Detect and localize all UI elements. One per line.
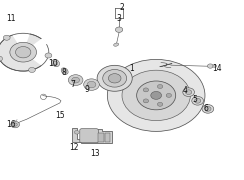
Text: 6: 6 [204,104,209,113]
Circle shape [87,81,96,88]
Circle shape [0,33,49,71]
Circle shape [72,77,80,83]
Ellipse shape [63,69,67,73]
Text: 10: 10 [48,59,58,68]
Text: 3: 3 [116,14,121,23]
Circle shape [194,98,201,103]
Wedge shape [12,32,30,52]
Text: 9: 9 [85,85,90,94]
Circle shape [205,107,211,111]
Circle shape [13,123,17,126]
Circle shape [151,91,162,99]
Circle shape [183,88,194,96]
Text: 16: 16 [6,120,16,129]
Polygon shape [72,128,84,142]
Ellipse shape [114,43,119,46]
Circle shape [97,65,132,91]
Text: 14: 14 [212,64,222,73]
Text: 13: 13 [90,149,100,158]
Circle shape [166,93,172,97]
Circle shape [108,74,121,83]
Text: 2: 2 [120,3,124,12]
Ellipse shape [61,68,68,74]
Text: 5: 5 [193,95,198,104]
Circle shape [122,70,190,121]
Circle shape [202,105,214,113]
Circle shape [143,99,149,103]
Circle shape [157,102,163,106]
Circle shape [213,65,217,68]
Text: 15: 15 [56,111,65,120]
Bar [105,133,110,142]
Circle shape [3,35,10,40]
FancyBboxPatch shape [80,129,98,143]
Text: 7: 7 [71,80,76,89]
Text: 12: 12 [70,143,79,152]
Polygon shape [81,129,112,143]
Circle shape [207,64,213,68]
Circle shape [137,81,176,110]
Circle shape [103,69,127,87]
Bar [98,133,104,142]
Circle shape [107,59,205,131]
Circle shape [143,88,149,92]
Ellipse shape [52,59,60,67]
Text: 8: 8 [61,68,66,77]
Circle shape [84,79,99,90]
Wedge shape [23,38,50,66]
Text: 1: 1 [129,64,134,73]
Circle shape [29,68,35,73]
Circle shape [16,47,31,58]
Ellipse shape [54,61,58,65]
Circle shape [115,27,123,32]
Circle shape [192,96,203,105]
Circle shape [11,121,20,128]
Circle shape [45,53,52,58]
Circle shape [0,56,2,61]
Text: 11: 11 [6,14,16,23]
Circle shape [68,75,83,86]
Circle shape [185,90,192,94]
Circle shape [157,85,163,89]
Text: 4: 4 [183,86,188,94]
Circle shape [74,130,79,134]
Circle shape [10,42,37,62]
